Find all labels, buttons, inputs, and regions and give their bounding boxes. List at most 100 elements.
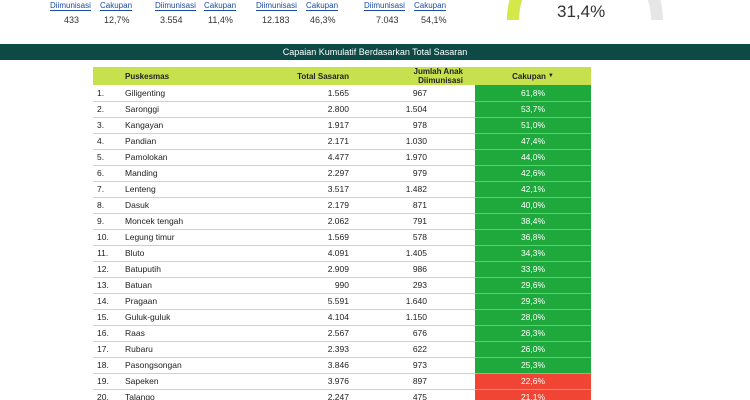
column-header-total-sasaran-label: Total Sasaran [297, 71, 349, 81]
row-puskesmas: Pasongsongan [121, 357, 261, 374]
row-puskesmas: Sapeken [121, 373, 261, 390]
row-cakupan: 38,4% [475, 213, 591, 230]
row-total-sasaran: 2.567 [261, 325, 363, 342]
stat-value-cakupan: 46,3% [310, 15, 336, 25]
section-header-bar: Capaian Kumulatif Berdasarkan Total Sasa… [0, 44, 750, 60]
row-cakupan: 34,3% [475, 245, 591, 262]
column-header-cakupan[interactable]: Cakupan ▼ [475, 67, 591, 85]
table-row[interactable]: 15. Guluk-guluk 4.104 1.150 28,0% [93, 309, 591, 326]
row-number: 6. [93, 165, 121, 182]
table-row[interactable]: 13. Batuan 990 293 29,6% [93, 277, 591, 294]
row-total-sasaran: 2.179 [261, 197, 363, 214]
row-cakupan: 25,3% [475, 357, 591, 374]
row-jumlah-diimunisasi: 1.030 [363, 133, 475, 150]
stat-label-diimunisasi[interactable]: Diimunisasi [364, 1, 405, 11]
row-cakupan: 51,0% [475, 117, 591, 134]
table-row[interactable]: 17. Rubaru 2.393 622 26,0% [93, 341, 591, 358]
row-number: 12. [93, 261, 121, 278]
stat-value-cakupan: 54,1% [421, 15, 447, 25]
column-header-no [93, 67, 121, 85]
row-total-sasaran: 1.917 [261, 117, 363, 134]
table-row[interactable]: 2. Saronggi 2.800 1.504 53,7% [93, 101, 591, 118]
row-total-sasaran: 1.565 [261, 85, 363, 102]
row-jumlah-diimunisasi: 475 [363, 389, 475, 400]
table-row[interactable]: 8. Dasuk 2.179 871 40,0% [93, 197, 591, 214]
row-puskesmas: Saronggi [121, 101, 261, 118]
stat-label-diimunisasi[interactable]: Diimunisasi [50, 1, 91, 11]
row-number: 19. [93, 373, 121, 390]
row-cakupan: 36,8% [475, 229, 591, 246]
row-jumlah-diimunisasi: 676 [363, 325, 475, 342]
stat-label-cakupan[interactable]: Cakupan [204, 1, 237, 11]
row-number: 4. [93, 133, 121, 150]
stat-group-4: Diimunisasi Cakupan 7.043 54,1% [364, 0, 454, 30]
row-cakupan: 42,6% [475, 165, 591, 182]
row-number: 16. [93, 325, 121, 342]
section-title: Capaian Kumulatif Berdasarkan Total Sasa… [282, 47, 468, 57]
row-total-sasaran: 2.062 [261, 213, 363, 230]
stat-value-cakupan: 12,7% [104, 15, 130, 25]
table-row[interactable]: 11. Bluto 4.091 1.405 34,3% [93, 245, 591, 262]
table-row[interactable]: 6. Manding 2.297 979 42,6% [93, 165, 591, 182]
row-jumlah-diimunisasi: 1.640 [363, 293, 475, 310]
table-row[interactable]: 20. Talango 2.247 475 21,1% [93, 389, 591, 400]
table-row[interactable]: 10. Legung timur 1.569 578 36,8% [93, 229, 591, 246]
row-number: 14. [93, 293, 121, 310]
table-row[interactable]: 18. Pasongsongan 3.846 973 25,3% [93, 357, 591, 374]
table-row[interactable]: 3. Kangayan 1.917 978 51,0% [93, 117, 591, 134]
stat-value-diimunisasi: 12.183 [262, 15, 290, 25]
table-row[interactable]: 1. Giligenting 1.565 967 61,8% [93, 85, 591, 102]
table-row[interactable]: 9. Moncek tengah 2.062 791 38,4% [93, 213, 591, 230]
stat-label-cakupan[interactable]: Cakupan [100, 1, 133, 11]
row-puskesmas: Raas [121, 325, 261, 342]
stat-label-cakupan[interactable]: Cakupan [306, 1, 339, 11]
row-jumlah-diimunisasi: 622 [363, 341, 475, 358]
table-row[interactable]: 7. Lenteng 3.517 1.482 42,1% [93, 181, 591, 198]
column-header-puskesmas[interactable]: Puskesmas [121, 67, 261, 85]
row-cakupan: 29,6% [475, 277, 591, 294]
coverage-table: Puskesmas Total Sasaran Jumlah Anak Diim… [93, 67, 591, 400]
row-puskesmas: Lenteng [121, 181, 261, 198]
row-number: 7. [93, 181, 121, 198]
row-puskesmas: Guluk-guluk [121, 309, 261, 326]
table-row[interactable]: 4. Pandian 2.171 1.030 47,4% [93, 133, 591, 150]
row-jumlah-diimunisasi: 791 [363, 213, 475, 230]
row-cakupan: 26,0% [475, 341, 591, 358]
row-total-sasaran: 2.909 [261, 261, 363, 278]
column-header-total-sasaran[interactable]: Total Sasaran [261, 67, 363, 85]
stat-label-cakupan[interactable]: Cakupan [414, 1, 447, 11]
row-total-sasaran: 5.591 [261, 293, 363, 310]
column-header-jumlah-diimunisasi[interactable]: Jumlah Anak Diimunisasi [363, 67, 475, 85]
stat-value-diimunisasi: 3.554 [160, 15, 183, 25]
row-puskesmas: Kangayan [121, 117, 261, 134]
row-cakupan: 21,1% [475, 389, 591, 400]
gauge-value: 31,4% [557, 2, 606, 21]
row-number: 8. [93, 197, 121, 214]
row-puskesmas: Bluto [121, 245, 261, 262]
row-jumlah-diimunisasi: 1.482 [363, 181, 475, 198]
row-jumlah-diimunisasi: 973 [363, 357, 475, 374]
row-number: 5. [93, 149, 121, 166]
row-total-sasaran: 3.846 [261, 357, 363, 374]
row-jumlah-diimunisasi: 1.405 [363, 245, 475, 262]
row-cakupan: 26,3% [475, 325, 591, 342]
row-puskesmas: Manding [121, 165, 261, 182]
table-row[interactable]: 5. Pamolokan 4.477 1.970 44,0% [93, 149, 591, 166]
row-jumlah-diimunisasi: 578 [363, 229, 475, 246]
coverage-table-container: Puskesmas Total Sasaran Jumlah Anak Diim… [93, 67, 591, 400]
table-row[interactable]: 19. Sapeken 3.976 897 22,6% [93, 373, 591, 390]
stat-label-diimunisasi[interactable]: Diimunisasi [256, 1, 297, 11]
table-row[interactable]: 14. Pragaan 5.591 1.640 29,3% [93, 293, 591, 310]
row-total-sasaran: 4.477 [261, 149, 363, 166]
coverage-gauge [507, 0, 663, 21]
row-jumlah-diimunisasi: 986 [363, 261, 475, 278]
row-number: 20. [93, 389, 121, 400]
table-row[interactable]: 12. Batuputih 2.909 986 33,9% [93, 261, 591, 278]
row-puskesmas: Batuputih [121, 261, 261, 278]
row-jumlah-diimunisasi: 897 [363, 373, 475, 390]
stat-label-diimunisasi[interactable]: Diimunisasi [155, 1, 196, 11]
table-row[interactable]: 16. Raas 2.567 676 26,3% [93, 325, 591, 342]
sort-desc-icon[interactable]: ▼ [547, 73, 554, 80]
row-total-sasaran: 2.800 [261, 101, 363, 118]
row-puskesmas: Pandian [121, 133, 261, 150]
